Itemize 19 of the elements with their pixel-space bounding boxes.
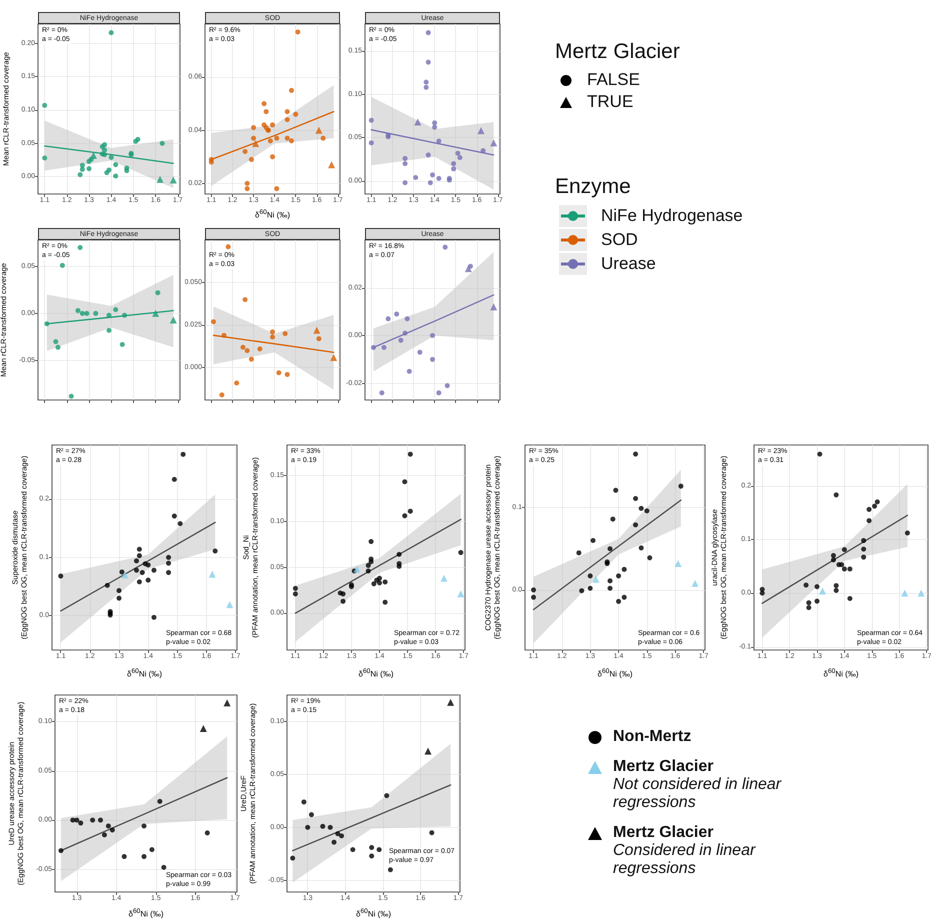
x-axis-title: δ$^{60}$Ni (‰): [822, 668, 860, 679]
text: FALSE: [587, 70, 640, 90]
text: TRUE: [587, 92, 634, 112]
text: Mertz Glacier: [555, 40, 681, 64]
x-axis-title: δ$^{60}$Ni (‰): [355, 908, 392, 919]
x-axis-title: δ$^{60}$Ni (‰): [126, 668, 163, 679]
text: Non-Mertz: [613, 728, 692, 746]
text: Not considered in linear regressions: [613, 776, 782, 812]
text: Enzyme: [555, 175, 632, 199]
x-axis-title: δ$^{60}$Ni (‰): [254, 209, 291, 220]
x-axis-title: δ$^{60}$Ni (‰): [358, 668, 394, 679]
text: Considered in linear regressions: [613, 842, 757, 878]
x-axis-title: δ$^{60}$Ni (‰): [596, 668, 634, 679]
text: Urease: [601, 254, 656, 274]
text: NiFe Hydrogenase: [601, 206, 743, 226]
x-axis-title: δ$^{60}$Ni (‰): [128, 908, 164, 919]
text: SOD: [601, 230, 638, 250]
text: Mertz Glacier: [613, 758, 714, 776]
text: Mertz Glacier: [613, 824, 714, 842]
